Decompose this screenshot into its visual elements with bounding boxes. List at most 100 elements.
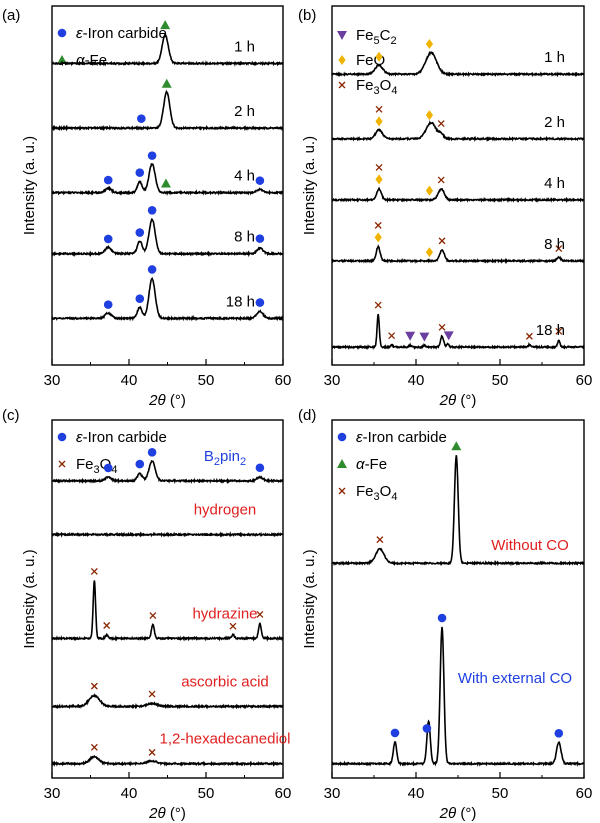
legend-label: Fe3O4: [356, 483, 397, 503]
series-label: 2 h: [544, 114, 565, 131]
peak-marker-circle: [554, 729, 564, 738]
x-tick-label: 60: [576, 785, 593, 802]
legend-marker-circle: [57, 28, 67, 38]
peak-marker-circle: [135, 294, 145, 304]
series-line: [51, 218, 284, 258]
y-axis-label: Intensity (a. u.): [21, 549, 38, 648]
peak-marker-circle: [135, 228, 145, 237]
series-with-external-co: With external CO: [331, 613, 585, 767]
panel-label: (c): [2, 407, 20, 424]
series-line: [51, 580, 284, 642]
series-line: [51, 693, 284, 710]
plot-frame: [51, 419, 284, 779]
series-label: 1,2-hexadecanediol: [160, 731, 291, 748]
x-tick-label: 30: [44, 785, 61, 802]
peak-marker-cross: [148, 748, 156, 756]
y-axis-label: Intensity (a. u.): [21, 136, 38, 235]
legend-marker-circle: [337, 432, 347, 442]
series-label: 18 h: [536, 322, 565, 339]
series-1-h: 1 h: [51, 20, 284, 67]
x-tick-label: 50: [492, 785, 509, 802]
series-label: 8 h: [544, 236, 565, 253]
series-label: Without CO: [491, 537, 569, 554]
series-18-h: 18 h: [331, 301, 585, 351]
legend-label: Fe3O4: [356, 77, 397, 97]
peak-marker-diamond: [374, 232, 382, 243]
peak-marker-cross: [525, 332, 533, 340]
series-line: [331, 186, 585, 204]
peak-marker-diamond: [375, 116, 383, 127]
series-ascorbic-acid: ascorbic acid: [51, 673, 284, 710]
peak-marker-cross: [437, 120, 445, 128]
series-label: 8 h: [234, 229, 255, 246]
series-label: 18 h: [226, 293, 255, 310]
peak-marker-circle: [147, 205, 157, 215]
peak-marker-triangle: [161, 78, 172, 88]
series-2-h: 2 h: [51, 78, 284, 132]
panel-c: (c) 30 40 50 60 2θ (°) Intensity (a. u.) ε-Iron…: [2, 407, 291, 822]
peak-marker-cross: [376, 536, 384, 544]
x-tick-label: 40: [121, 785, 138, 802]
x-axis: 30 40 50 60: [324, 359, 593, 389]
x-tick-label: 60: [275, 785, 292, 802]
legend-label: ε-Iron carbide: [76, 429, 167, 446]
peak-marker-cross: [375, 163, 383, 171]
x-axis: 30 40 50 60: [44, 359, 291, 389]
series-line: [51, 531, 284, 538]
series-label: 4 h: [544, 175, 565, 192]
legend-label: α-Fe: [76, 52, 107, 69]
legend-marker-cross: [338, 487, 346, 495]
series-label: hydrogen: [194, 502, 257, 519]
x-axis: 30 40 50 60: [324, 772, 593, 802]
peak-marker-circle: [255, 298, 265, 307]
peak-marker-circle: [390, 728, 400, 738]
x-tick-label: 50: [492, 372, 509, 389]
series-without-co: Without CO: [331, 441, 585, 567]
peak-marker-cross: [555, 245, 563, 253]
panel-d: (d) 30 40 50 60 2θ (°) Intensity (a. u.) ε-Iron…: [298, 407, 592, 822]
peak-marker-cross: [438, 323, 446, 331]
x-tick-label: 50: [198, 785, 215, 802]
x-tick-label: 60: [576, 372, 593, 389]
x-tick-label: 50: [198, 372, 215, 389]
peak-marker-circle: [135, 459, 145, 469]
x-tick-label: 40: [408, 372, 425, 389]
peak-marker-circle: [147, 448, 157, 457]
series-b2pin2: B2pin2: [51, 448, 284, 485]
y-axis-label: Intensity (a. u.): [301, 549, 318, 648]
peak-marker-cross: [149, 612, 157, 619]
peak-marker-cross: [90, 567, 98, 575]
legend-marker-cross: [338, 81, 346, 89]
legend-marker-triangle: [337, 459, 347, 468]
series-label: 4 h: [234, 168, 255, 185]
series-label: 1 h: [544, 49, 565, 66]
legend-marker-cross: [58, 460, 66, 468]
peak-marker-circle: [103, 300, 113, 309]
peak-marker-cross: [374, 301, 382, 309]
series-8-h: 8 h: [331, 221, 585, 264]
x-tick-label: 30: [324, 785, 341, 802]
series-label: B2pin2: [204, 448, 246, 468]
peak-marker-circle: [255, 176, 265, 185]
peak-marker-circle: [422, 724, 432, 733]
series-line: [51, 89, 284, 132]
peak-marker-triangle: [160, 178, 171, 188]
series-line: [331, 626, 585, 767]
x-axis: 30 40 50 60: [44, 772, 292, 802]
legend-label: ε-Iron carbide: [356, 429, 447, 446]
peak-marker-cross: [90, 743, 98, 751]
peak-marker-cross: [374, 221, 382, 229]
peak-marker-triangle-down: [405, 331, 416, 341]
series-line: [331, 120, 585, 143]
peak-marker-cross: [437, 176, 445, 184]
x-axis-label: 2θ (°): [148, 392, 186, 409]
legend: ε-Iron carbide α-Fe: [57, 25, 167, 69]
peak-marker-diamond: [425, 39, 434, 50]
peak-marker-triangle-down: [419, 332, 430, 342]
series-label: hydrazine: [192, 605, 257, 622]
peak-marker-circle: [135, 168, 145, 177]
peak-marker-circle: [437, 613, 447, 623]
series-label: ascorbic acid: [181, 673, 269, 690]
